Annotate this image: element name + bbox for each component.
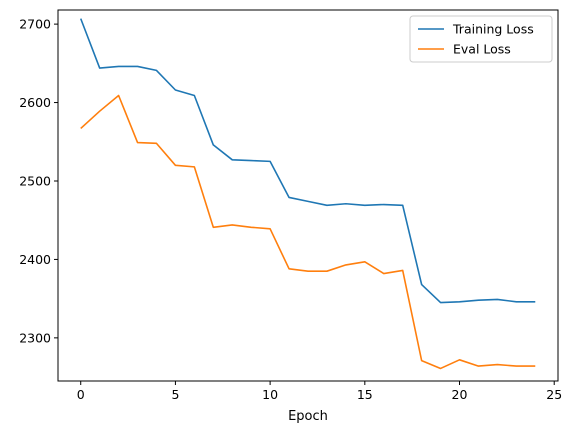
- y-tick-label: 2500: [19, 173, 51, 188]
- plot-frame: [57, 9, 559, 382]
- training-loss-line: [79, 18, 536, 304]
- y-tick-label: 2400: [19, 252, 51, 267]
- x-tick-label: 15: [357, 387, 373, 402]
- y-tick-label: 2600: [19, 95, 51, 110]
- x-tick-label: 0: [77, 387, 85, 402]
- y-tick-label: 2300: [19, 330, 51, 345]
- series-layer: [79, 18, 536, 370]
- x-tick-label: 5: [171, 387, 179, 402]
- x-tick-label: 20: [452, 387, 468, 402]
- x-tick-label: 25: [546, 387, 562, 402]
- eval-loss-legend-label: Eval Loss: [453, 42, 511, 57]
- legend-box: [409, 15, 553, 63]
- y-tick-label: 2700: [19, 17, 51, 32]
- x-axis-label: Epoch: [288, 409, 328, 424]
- eval-loss-line: [80, 94, 536, 370]
- legend: Training Loss Eval Loss: [409, 15, 553, 63]
- x-tick-label: 10: [262, 387, 278, 402]
- training-loss-legend-label: Training Loss: [452, 22, 534, 37]
- plot-area: [58, 10, 558, 381]
- ticks-layer: 0 5 10 15 20 25 2300 2400 2500 2600 2700: [19, 17, 562, 402]
